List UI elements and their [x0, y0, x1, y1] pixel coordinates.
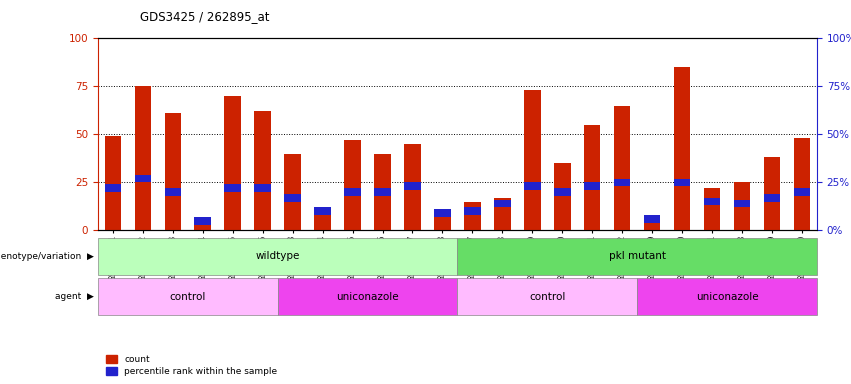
Bar	[734, 182, 751, 230]
Bar	[105, 136, 121, 230]
Bar	[105, 184, 121, 192]
Bar	[554, 163, 570, 230]
Bar	[644, 217, 660, 230]
Bar	[637, 278, 817, 315]
Bar	[494, 200, 511, 207]
Text: control: control	[529, 291, 565, 302]
Bar	[614, 106, 631, 230]
Text: agent  ▶: agent ▶	[54, 292, 94, 301]
Bar	[644, 215, 660, 223]
Bar	[734, 200, 751, 207]
Bar	[134, 86, 151, 230]
Bar	[674, 67, 690, 230]
Bar	[98, 278, 277, 315]
Bar	[524, 182, 540, 190]
Bar	[554, 188, 570, 196]
Bar	[704, 198, 720, 205]
Bar	[674, 179, 690, 186]
Bar	[225, 184, 241, 192]
Bar	[614, 179, 631, 186]
Bar	[764, 194, 780, 202]
Bar	[794, 138, 810, 230]
Bar	[254, 111, 271, 230]
Bar	[458, 278, 637, 315]
Bar	[404, 144, 420, 230]
Bar	[98, 238, 458, 275]
Bar	[284, 154, 301, 230]
Text: GDS3425 / 262895_at: GDS3425 / 262895_at	[140, 10, 270, 23]
Bar	[434, 209, 451, 217]
Bar	[794, 188, 810, 196]
Bar	[277, 278, 457, 315]
Bar	[164, 113, 181, 230]
Bar	[345, 188, 361, 196]
Bar	[164, 188, 181, 196]
Bar	[225, 96, 241, 230]
Bar	[374, 188, 391, 196]
Bar	[458, 238, 817, 275]
Bar	[704, 188, 720, 230]
Bar	[764, 157, 780, 230]
Bar	[374, 154, 391, 230]
Bar	[404, 182, 420, 190]
Text: pkl mutant: pkl mutant	[608, 251, 665, 262]
Bar	[254, 184, 271, 192]
Text: wildtype: wildtype	[255, 251, 300, 262]
Bar	[314, 209, 331, 230]
Bar	[195, 225, 211, 230]
Bar	[195, 217, 211, 225]
Bar	[314, 207, 331, 215]
Bar	[584, 125, 601, 230]
Text: uniconazole: uniconazole	[336, 291, 399, 302]
Bar	[524, 90, 540, 230]
Legend: count, percentile rank within the sample: count, percentile rank within the sample	[102, 352, 281, 379]
Bar	[284, 194, 301, 202]
Bar	[345, 140, 361, 230]
Bar	[134, 175, 151, 182]
Text: control: control	[169, 291, 206, 302]
Text: uniconazole: uniconazole	[696, 291, 758, 302]
Text: genotype/variation  ▶: genotype/variation ▶	[0, 252, 94, 261]
Bar	[584, 182, 601, 190]
Bar	[464, 202, 481, 230]
Bar	[494, 198, 511, 230]
Bar	[464, 207, 481, 215]
Bar	[434, 209, 451, 230]
